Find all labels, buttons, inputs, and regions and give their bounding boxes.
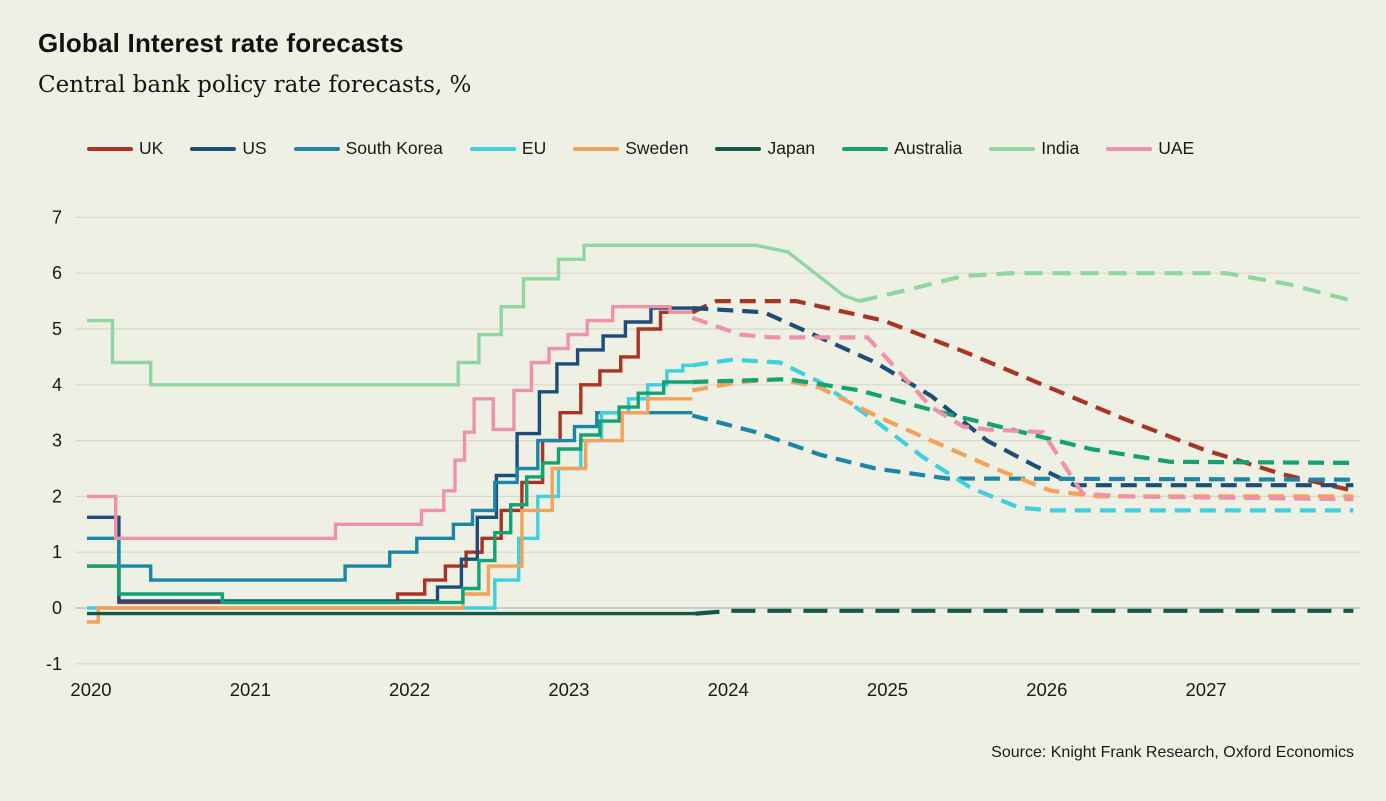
legend-label-australia: Australia — [894, 138, 963, 158]
chart-legend: UK US South Korea EU Sweden Japan Australia Ind… — [87, 138, 1356, 159]
x-tick-label-2025: 2025 — [867, 679, 908, 700]
series-line-forecast-japan — [695, 608, 1354, 616]
legend-item-uk: UK — [87, 138, 163, 159]
series-line-forecast-india — [859, 271, 1354, 304]
series-line-forecast-australia — [692, 377, 1354, 465]
x-tick-label-2024: 2024 — [708, 679, 749, 700]
y-tick-label: 5 — [52, 319, 62, 339]
series-line-forecast-uae — [691, 315, 1354, 502]
series-line-forecast-eu — [692, 357, 1354, 513]
page-subtitle: Central bank policy rate forecasts, % — [38, 72, 472, 98]
series-line-forecast-sweden — [691, 377, 1354, 499]
y-tick-label: 7 — [52, 207, 62, 227]
x-tick-label-2020: 2020 — [70, 679, 111, 700]
x-tick-label-2022: 2022 — [389, 679, 430, 700]
legend-swatch-sweden — [573, 146, 620, 151]
page-title: Global Interest rate forecasts — [38, 28, 404, 58]
legend-swatch-uk — [87, 146, 133, 151]
legend-label-uk: UK — [139, 138, 164, 158]
y-tick-label: -1 — [46, 654, 62, 674]
legend-swatch-us — [190, 146, 237, 151]
series-line-solid-south-korea — [87, 411, 693, 582]
legend-swatch-south-korea — [293, 146, 340, 151]
x-tick-label-2023: 2023 — [548, 679, 589, 700]
legend-item-japan: Japan — [715, 138, 815, 159]
legend-label-japan: Japan — [767, 138, 816, 158]
series-line-solid-australia — [87, 380, 693, 605]
legend-swatch-india — [989, 146, 1036, 151]
x-tick-label-2021: 2021 — [230, 679, 271, 700]
legend-item-uae: UAE — [1106, 138, 1194, 159]
series-line-solid-eu — [87, 363, 693, 610]
legend-item-us: US — [190, 138, 267, 159]
legend-label-us: US — [242, 138, 267, 158]
legend-item-eu: EU — [469, 138, 547, 159]
source-attribution: Source: Knight Frank Research, Oxford Ec… — [991, 744, 1354, 761]
legend-swatch-eu — [469, 146, 516, 151]
legend-label-south-korea: South Korea — [345, 138, 443, 158]
legend-item-australia: Australia — [842, 138, 962, 159]
legend-swatch-uae — [1106, 146, 1153, 151]
legend-swatch-australia — [842, 146, 889, 151]
legend-item-sweden: Sweden — [573, 138, 688, 159]
legend-label-eu: EU — [521, 138, 547, 158]
series-line-solid-us — [87, 306, 693, 603]
legend-item-south-korea: South Korea — [293, 138, 443, 159]
legend-label-uae: UAE — [1158, 138, 1195, 158]
y-tick-label: 2 — [52, 486, 62, 506]
x-tick-label-2026: 2026 — [1026, 679, 1067, 700]
y-tick-label: 4 — [52, 375, 62, 395]
legend-label-india: India — [1041, 138, 1080, 158]
legend-swatch-japan — [715, 146, 762, 151]
series-line-forecast-south-korea — [691, 413, 1354, 482]
y-tick-label: 1 — [52, 542, 62, 562]
series-line-solid-uae — [87, 305, 693, 540]
series-line-solid-india — [87, 243, 861, 387]
series-line-forecast-us — [692, 306, 1354, 488]
series-line-solid-uk — [87, 310, 693, 605]
y-tick-label: 3 — [52, 431, 62, 451]
legend-item-india: India — [989, 138, 1079, 159]
legend-label-sweden: Sweden — [625, 138, 689, 158]
series-line-solid-sweden — [87, 397, 693, 624]
y-tick-label: 0 — [52, 598, 62, 618]
x-tick-label-2027: 2027 — [1186, 679, 1227, 700]
y-tick-label: 6 — [52, 263, 62, 283]
